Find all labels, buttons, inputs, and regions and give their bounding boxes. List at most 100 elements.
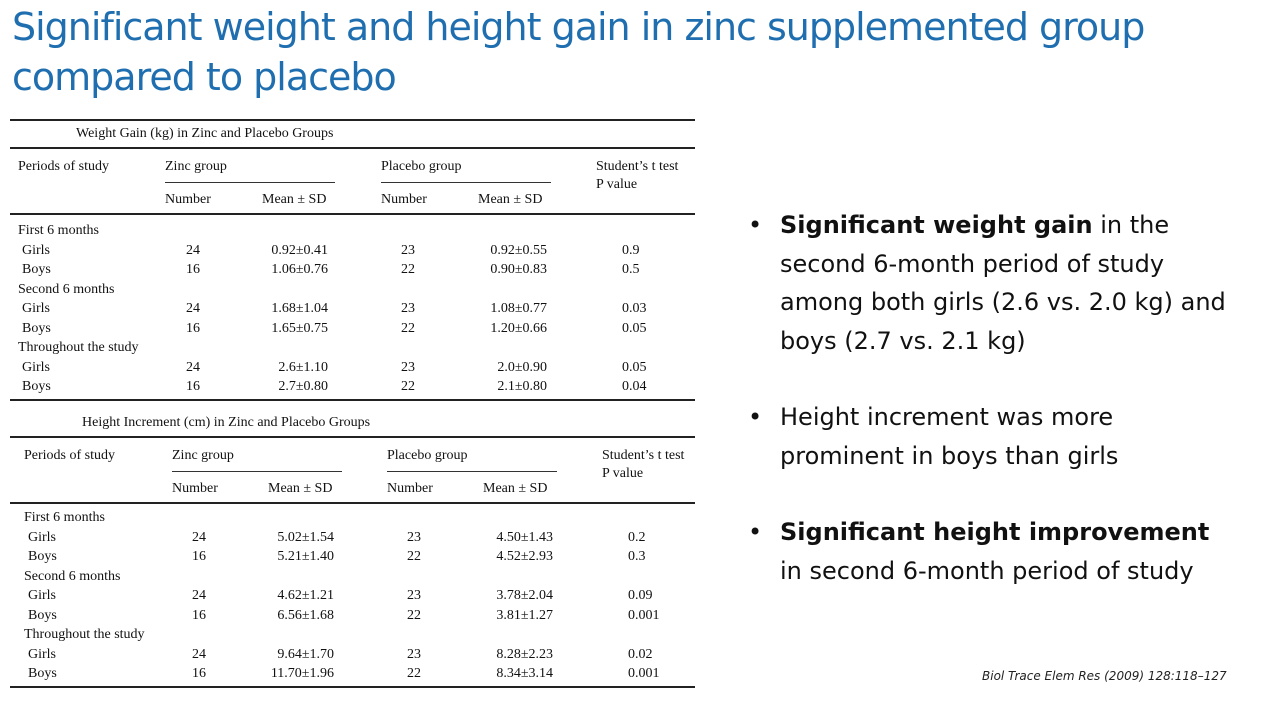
- header-zinc-number: Number: [165, 192, 211, 207]
- cell-zinc-number: 24: [192, 588, 206, 603]
- table-header: Periods of study Zinc group Placebo grou…: [10, 147, 695, 215]
- bullet-text: Height increment was more prominent in b…: [780, 403, 1119, 470]
- table-row: Boys 16 6.56±1.68 22 3.81±1.27 0.001: [10, 608, 695, 628]
- table-row: Boys 16 1.65±0.75 22 1.20±0.66 0.05: [10, 321, 695, 341]
- header-placebo-group: Placebo group: [387, 448, 468, 463]
- cell-placebo-number: 22: [401, 320, 415, 336]
- header-placebo-mean: Mean ± SD: [478, 192, 543, 207]
- cell-zinc-mean: 6.56±1.68: [277, 607, 334, 623]
- cell-placebo-number: 23: [407, 646, 421, 662]
- table-body: First 6 months Girls 24 0.92±0.41 23 0.92±0.5…: [10, 215, 695, 399]
- cell-placebo-number: 23: [401, 359, 415, 375]
- header-pvalue: P value: [602, 466, 644, 481]
- cell-placebo-number: 23: [401, 301, 415, 316]
- table-header: Periods of study Zinc group Placebo grou…: [10, 436, 695, 504]
- cell-p-value: 0.09: [628, 588, 653, 603]
- table-row: Girls 24 9.64±1.70 23 8.28±2.23 0.02: [10, 647, 695, 667]
- bullet-height-increment: • Height increment was more prominent in…: [748, 398, 1228, 475]
- table-body: First 6 months Girls 24 5.02±1.54 23 4.50±1.4…: [10, 504, 695, 686]
- cell-p-value: 0.02: [628, 646, 653, 662]
- row-label: First 6 months: [18, 223, 99, 238]
- bullet-dot-icon: •: [748, 211, 763, 239]
- row-label: First 6 months: [24, 510, 105, 525]
- height-increment-table: Height Increment (cm) in Zinc and Placeb…: [10, 410, 695, 688]
- row-label: Boys: [22, 262, 51, 277]
- row-label: Boys: [28, 666, 57, 681]
- cell-zinc-mean: 11.70±1.96: [270, 666, 334, 681]
- table-caption: Height Increment (cm) in Zinc and Placeb…: [82, 415, 371, 430]
- cell-zinc-number: 16: [186, 262, 200, 277]
- row-label: Girls: [22, 242, 50, 258]
- cell-p-value: 0.9: [622, 242, 640, 258]
- header-pvalue: P value: [596, 177, 638, 192]
- bullet-dot-icon: •: [748, 518, 763, 546]
- cell-placebo-mean: 2.1±0.80: [497, 379, 547, 394]
- table-row: Girls 24 5.02±1.54 23 4.50±1.43 0.2: [10, 530, 695, 550]
- slide-title: Significant weight and height gain in zi…: [12, 5, 1145, 99]
- table-row: Second 6 months: [10, 282, 695, 302]
- cell-zinc-mean: 2.7±0.80: [278, 379, 328, 394]
- cell-zinc-mean: 1.06±0.76: [271, 262, 328, 277]
- cell-placebo-mean: 3.78±2.04: [496, 588, 553, 603]
- row-label: Throughout the study: [24, 627, 145, 642]
- cell-p-value: 0.001: [628, 607, 660, 623]
- cell-placebo-mean: 0.90±0.83: [490, 262, 547, 277]
- cell-p-value: 0.05: [622, 320, 647, 336]
- cell-zinc-mean: 0.92±0.41: [271, 242, 328, 258]
- citation: Biol Trace Elem Res (2009) 128:118–127: [982, 669, 1227, 683]
- header-zinc-number: Number: [172, 481, 218, 496]
- cell-zinc-mean: 5.21±1.40: [277, 549, 334, 564]
- cell-zinc-number: 24: [192, 529, 206, 545]
- cell-placebo-number: 23: [407, 529, 421, 545]
- row-label: Girls: [28, 646, 56, 662]
- table-row: Girls 24 0.92±0.41 23 0.92±0.55 0.9: [10, 243, 695, 263]
- row-label: Girls: [28, 529, 56, 545]
- cell-placebo-number: 22: [407, 607, 421, 623]
- cell-p-value: 0.001: [628, 666, 660, 681]
- cell-zinc-number: 24: [186, 242, 200, 258]
- bullet-text: in the second 6-month period of study am…: [780, 211, 1226, 355]
- row-label: Boys: [28, 607, 57, 623]
- table-row: First 6 months: [10, 510, 695, 530]
- header-periods: Periods of study: [24, 448, 115, 463]
- header-zinc-mean: Mean ± SD: [262, 192, 327, 207]
- table-row: Boys 16 1.06±0.76 22 0.90±0.83 0.5: [10, 262, 695, 282]
- cell-placebo-mean: 1.20±0.66: [490, 320, 547, 336]
- cell-placebo-mean: 2.0±0.90: [497, 359, 547, 375]
- header-ttest: Student’s t test: [602, 448, 685, 463]
- table-row: Second 6 months: [10, 569, 695, 589]
- row-label: Boys: [28, 549, 57, 564]
- row-label: Girls: [22, 359, 50, 375]
- cell-zinc-number: 16: [186, 379, 200, 394]
- cell-placebo-number: 23: [407, 588, 421, 603]
- cell-placebo-mean: 1.08±0.77: [490, 301, 547, 316]
- cell-zinc-mean: 5.02±1.54: [277, 529, 334, 545]
- cell-placebo-mean: 8.28±2.23: [496, 646, 553, 662]
- cell-p-value: 0.03: [622, 301, 647, 316]
- weight-gain-table: Weight Gain (kg) in Zinc and Placebo Gro…: [10, 119, 695, 401]
- cell-zinc-mean: 1.65±0.75: [271, 320, 328, 336]
- header-placebo-group: Placebo group: [381, 159, 462, 174]
- header-zinc-mean: Mean ± SD: [268, 481, 333, 496]
- table-row: Boys 16 5.21±1.40 22 4.52±2.93 0.3: [10, 549, 695, 569]
- cell-zinc-number: 24: [186, 359, 200, 375]
- cell-zinc-number: 16: [192, 549, 206, 564]
- cell-p-value: 0.3: [628, 549, 646, 564]
- table-row: First 6 months: [10, 223, 695, 243]
- header-zinc-group: Zinc group: [172, 448, 234, 463]
- cell-zinc-mean: 1.68±1.04: [271, 301, 328, 316]
- row-label: Girls: [28, 588, 56, 603]
- cell-placebo-number: 22: [407, 549, 421, 564]
- bullet-dot-icon: •: [748, 403, 763, 431]
- bullet-height-improvement: • Significant height improvement in seco…: [748, 513, 1228, 590]
- row-label: Second 6 months: [24, 568, 121, 584]
- cell-p-value: 0.04: [622, 379, 647, 394]
- cell-p-value: 0.2: [628, 529, 646, 545]
- bullet-list: • Significant weight gain in the second …: [748, 206, 1228, 628]
- row-label: Boys: [22, 379, 51, 394]
- cell-placebo-mean: 4.50±1.43: [496, 529, 553, 545]
- cell-zinc-number: 24: [186, 301, 200, 316]
- cell-placebo-mean: 3.81±1.27: [496, 607, 553, 623]
- row-label: Throughout the study: [18, 340, 139, 355]
- cell-zinc-mean: 9.64±1.70: [277, 646, 334, 662]
